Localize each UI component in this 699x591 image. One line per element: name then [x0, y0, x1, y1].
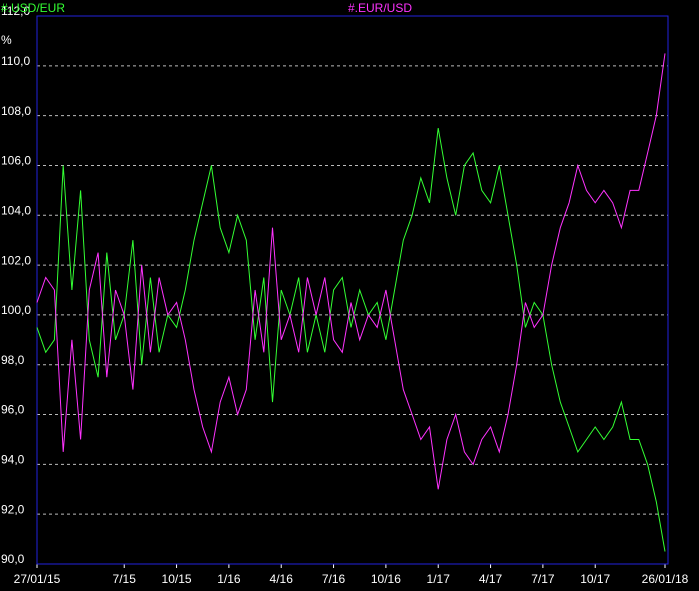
- x-tick-label: 7/17: [531, 572, 555, 586]
- series-line: [36, 128, 666, 552]
- y-tick-label: 102,0: [1, 253, 31, 267]
- y-tick-label: 92,0: [1, 502, 25, 516]
- legend-entry: #.USD/EUR: [1, 1, 65, 15]
- plot-border: [36, 15, 669, 565]
- x-tick-label: 1/17: [427, 572, 451, 586]
- x-tick-label: 7/16: [322, 572, 346, 586]
- y-unit: %: [1, 33, 12, 47]
- y-tick-label: 112,0: [1, 4, 30, 18]
- y-tick-label: 96,0: [1, 403, 25, 417]
- x-tick-label: 4/16: [270, 572, 294, 586]
- x-tick-label: 10/17: [580, 572, 610, 586]
- legend-entry: #.EUR/USD: [348, 1, 412, 15]
- y-tick-label: 110,0: [1, 54, 30, 68]
- y-tick-label: 100,0: [1, 303, 31, 317]
- x-tick-label: 27/01/15: [14, 572, 61, 586]
- series-line: [36, 53, 666, 490]
- y-tick-label: 98,0: [1, 353, 25, 367]
- y-tick-label: 94,0: [1, 453, 25, 467]
- y-tick-label: 104,0: [1, 203, 31, 217]
- y-tick-label: 108,0: [1, 104, 31, 118]
- x-tick-label: 10/15: [162, 572, 192, 586]
- x-tick-label: 7/15: [113, 572, 137, 586]
- y-tick-label: 90,0: [1, 552, 25, 566]
- x-tick-label: 1/16: [217, 572, 241, 586]
- x-tick-label: 10/16: [371, 572, 401, 586]
- x-tick-label: 26/01/18: [642, 572, 689, 586]
- x-tick-label: 4/17: [479, 572, 503, 586]
- y-tick-label: 106,0: [1, 154, 31, 168]
